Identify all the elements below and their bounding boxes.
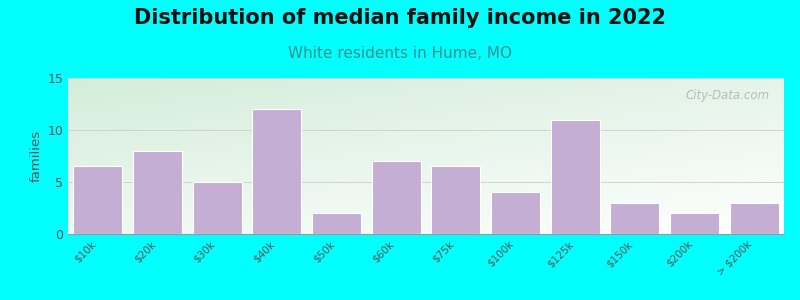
Bar (312, 213, 361, 234)
Bar (431, 167, 480, 234)
Bar (491, 192, 540, 234)
Y-axis label: families: families (30, 130, 43, 182)
Bar (372, 161, 421, 234)
Text: Distribution of median family income in 2022: Distribution of median family income in … (134, 8, 666, 28)
Bar (252, 109, 302, 234)
Bar (74, 167, 122, 234)
Bar (550, 120, 600, 234)
Bar (730, 203, 778, 234)
Text: City-Data.com: City-Data.com (686, 89, 770, 102)
Bar (193, 182, 242, 234)
Bar (670, 213, 719, 234)
Bar (133, 151, 182, 234)
Bar (610, 203, 659, 234)
Text: White residents in Hume, MO: White residents in Hume, MO (288, 46, 512, 62)
